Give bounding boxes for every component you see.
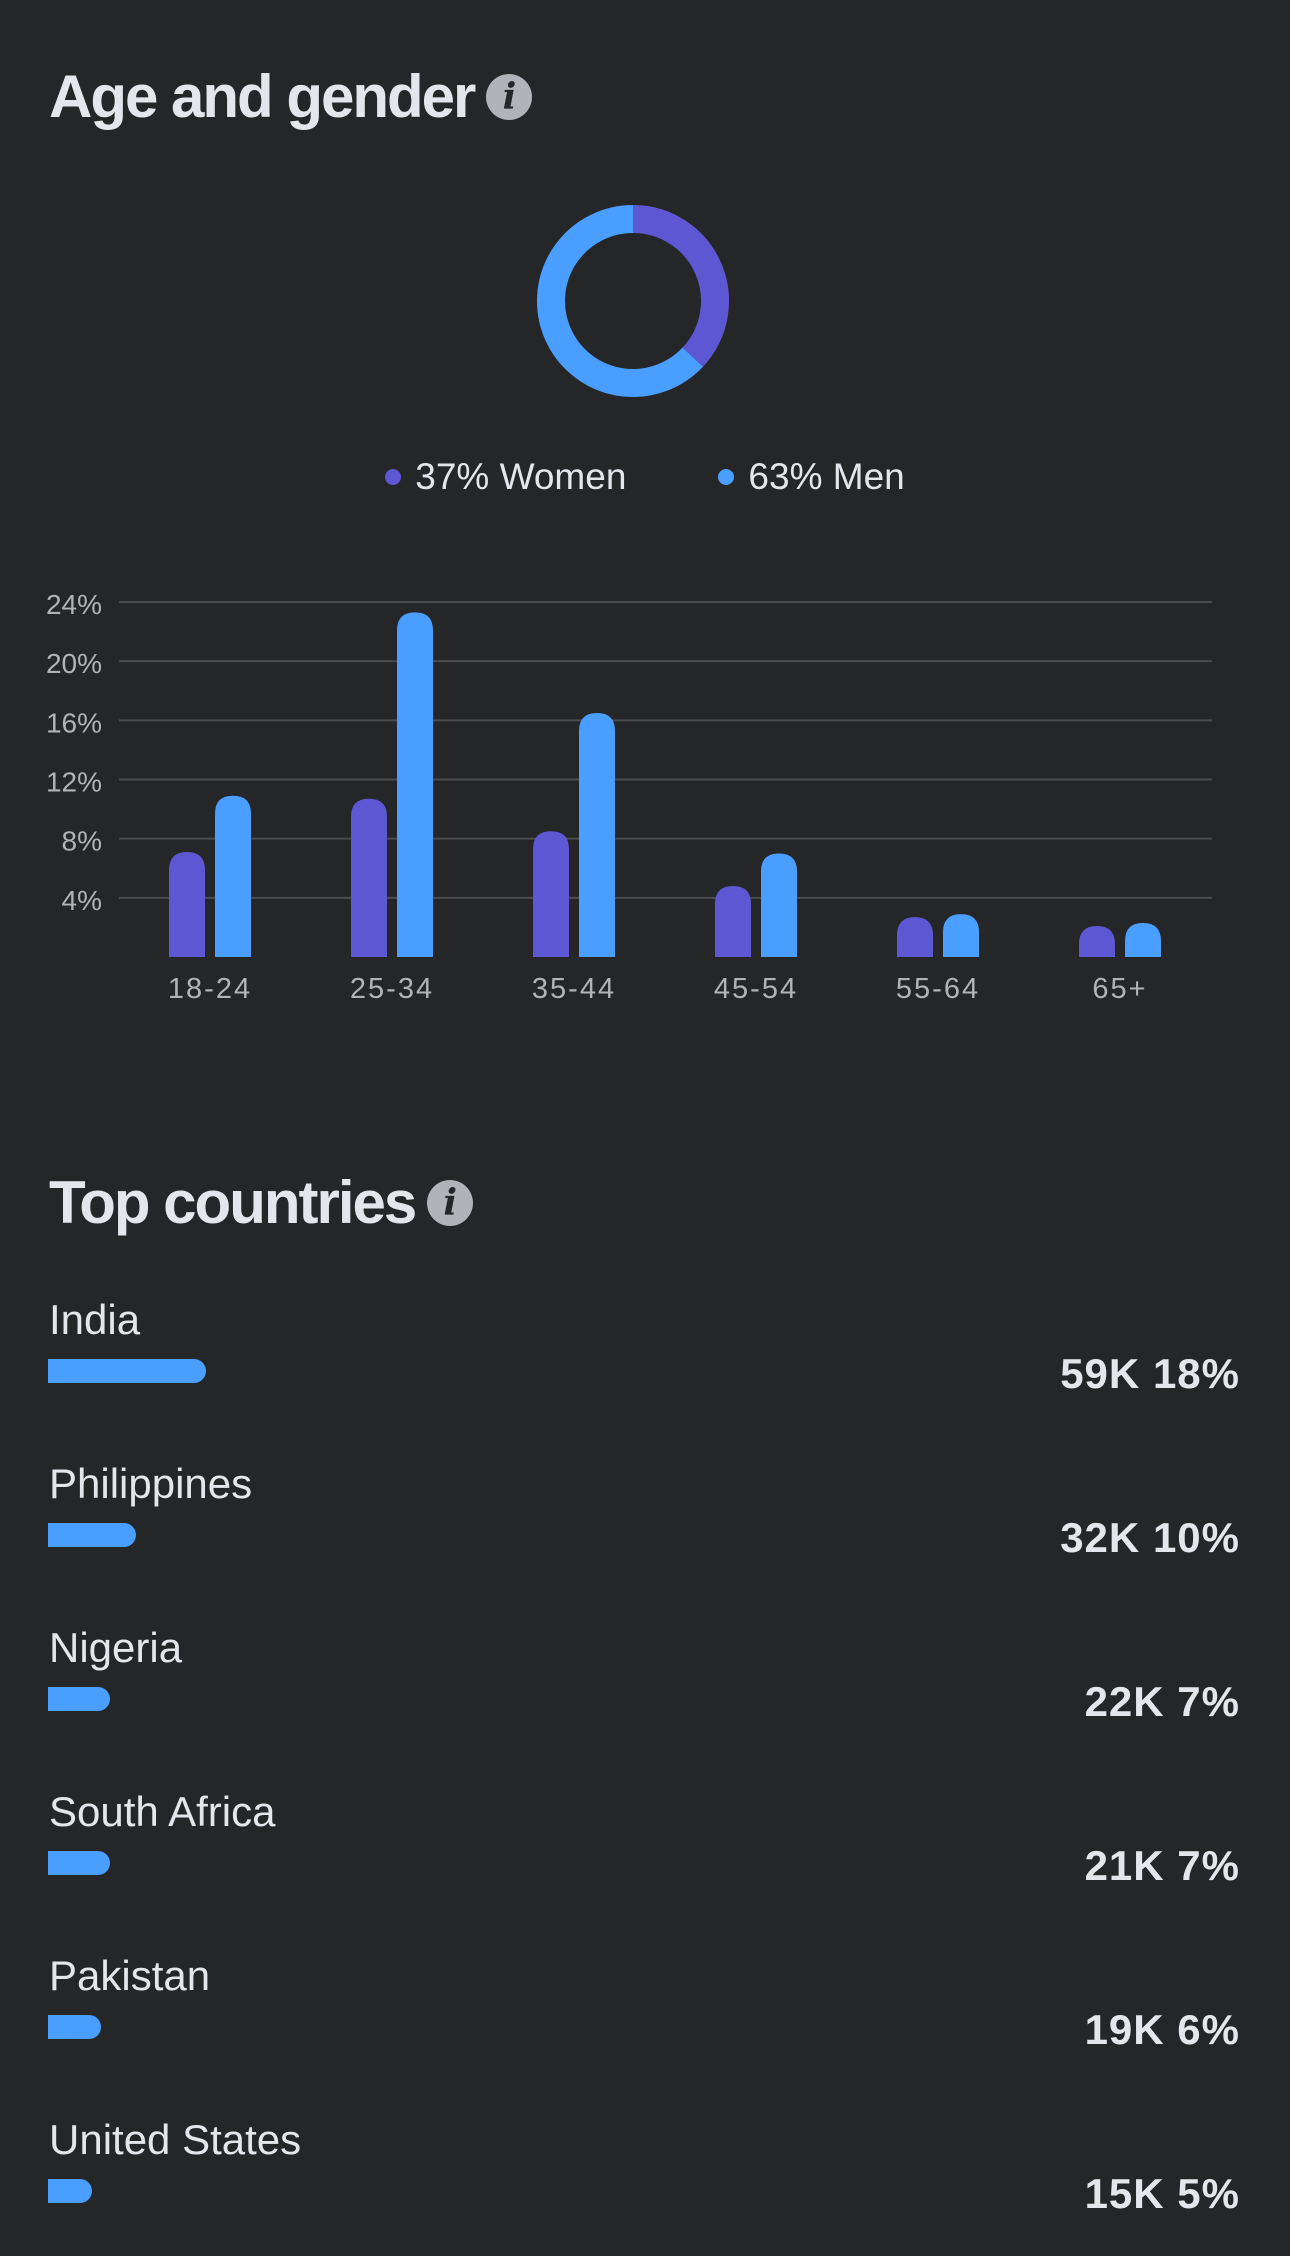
bar-men-55-64: [943, 914, 979, 957]
donut-slice-men: [537, 205, 703, 397]
country-value: 22K 7%: [1085, 1678, 1240, 1726]
country-name: South Africa: [49, 1788, 276, 1835]
top-countries-title: Top countries i: [49, 1168, 474, 1237]
age-gender-title: Age and gender i: [49, 62, 533, 131]
country-row: Nigeria 22K 7%: [0, 1624, 1290, 1764]
y-tick-label: 24%: [46, 589, 102, 620]
country-value: 59K 18%: [1060, 1350, 1240, 1398]
legend-item-women: 37% Women: [385, 456, 626, 498]
y-tick-label: 20%: [46, 648, 102, 679]
country-percent: 6%: [1177, 2006, 1240, 2053]
country-value: 15K 5%: [1085, 2170, 1240, 2218]
country-count: 22K: [1084, 1678, 1165, 1725]
legend-label: 37% Women: [415, 456, 627, 497]
country-value: 21K 7%: [1085, 1842, 1240, 1890]
country-bar: [48, 1359, 207, 1383]
bar-men-35-44: [579, 712, 615, 957]
bar-women-35-44: [533, 831, 569, 957]
country-percent: 7%: [1177, 1842, 1240, 1889]
y-tick-label: 16%: [46, 707, 102, 738]
country-name: United States: [49, 2116, 302, 2163]
bar-women-65+: [1079, 925, 1115, 957]
x-tick-label: 18-24: [168, 973, 252, 1000]
country-count: 21K: [1084, 1842, 1165, 1889]
women-dot-icon: [385, 469, 402, 485]
gender-donut-chart: [537, 205, 729, 397]
bar-men-25-34: [397, 612, 433, 957]
country-percent: 10%: [1152, 1514, 1240, 1561]
country-row: South Africa 21K 7%: [0, 1788, 1290, 1928]
age-bar-chart: 4% 8% 12% 16% 20% 24% 18-24 25-34 35-44 45-54 55-6…: [46, 589, 1212, 1000]
country-bar: [48, 2015, 101, 2039]
x-tick-label: 25-34: [350, 973, 434, 1000]
country-count: 59K: [1060, 1350, 1141, 1397]
country-row: United States 15K 5%: [0, 2116, 1290, 2256]
top-countries-title-text: Top countries: [49, 1169, 417, 1236]
country-name: Nigeria: [49, 1624, 183, 1671]
bar-women-55-64: [897, 917, 933, 957]
y-tick-label: 4%: [62, 885, 102, 916]
bar-men-18-24: [215, 795, 251, 957]
men-dot-icon: [718, 469, 735, 485]
bar-women-18-24: [169, 851, 205, 957]
country-bar: [48, 1523, 136, 1547]
country-count: 32K: [1060, 1514, 1141, 1561]
country-row: Philippines 32K 10%: [0, 1460, 1290, 1600]
country-bar: [48, 1851, 110, 1875]
x-tick-label: 35-44: [532, 973, 616, 1000]
legend-item-men: 63% Men: [718, 456, 905, 498]
bar-women-25-34: [351, 798, 387, 957]
country-bar: [48, 1687, 110, 1711]
y-tick-label: 8%: [62, 826, 102, 857]
country-bar: [48, 2179, 92, 2203]
x-tick-label: 45-54: [714, 973, 798, 1000]
country-name: Pakistan: [49, 1952, 211, 1999]
legend-label: 63% Men: [748, 456, 905, 497]
country-value: 19K 6%: [1085, 2006, 1240, 2054]
country-name: Philippines: [49, 1460, 253, 1507]
bar-women-45-54: [715, 886, 751, 957]
gender-legend: 37% Women 63% Men: [0, 456, 1290, 498]
y-tick-label: 12%: [46, 767, 102, 798]
x-tick-label: 65+: [1092, 973, 1147, 1000]
age-gender-title-text: Age and gender: [49, 63, 476, 130]
country-percent: 18%: [1152, 1350, 1240, 1397]
x-tick-label: 55-64: [896, 973, 980, 1000]
country-row: India 59K 18%: [0, 1296, 1290, 1436]
country-value: 32K 10%: [1060, 1514, 1240, 1562]
donut-slice-women: [632, 205, 729, 367]
bar-men-65+: [1125, 922, 1161, 957]
country-percent: 5%: [1177, 2170, 1240, 2217]
info-icon[interactable]: i: [427, 1179, 474, 1226]
country-count: 19K: [1084, 2006, 1165, 2053]
info-icon[interactable]: i: [486, 73, 533, 120]
country-count: 15K: [1084, 2170, 1165, 2217]
country-name: India: [49, 1296, 141, 1343]
country-percent: 7%: [1177, 1678, 1240, 1725]
country-row: Pakistan 19K 6%: [0, 1952, 1290, 2092]
bar-men-45-54: [761, 853, 797, 957]
